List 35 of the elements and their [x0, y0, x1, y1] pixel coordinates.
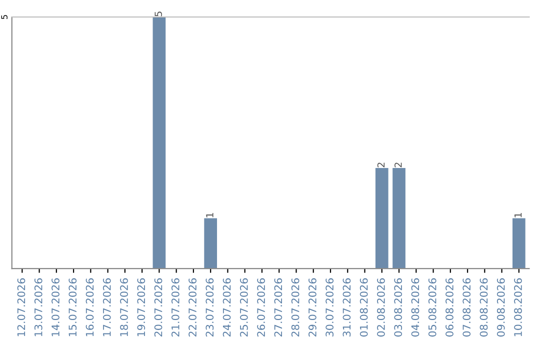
- x-tick-label: 24.07.2026: [222, 278, 231, 337]
- x-tick-label: 18.07.2026: [120, 278, 128, 336]
- data-label: 2: [377, 162, 385, 168]
- x-tick-label: 16.07.2026: [86, 278, 94, 336]
- x-tick-label: 31.07.2026: [342, 278, 351, 336]
- x-tick-label: 12.07.2026: [17, 278, 26, 336]
- data-label: 5: [154, 12, 162, 16]
- x-tick-label: 28.07.2026: [291, 278, 300, 337]
- x-tick-label: 19.07.2026: [137, 278, 146, 336]
- x-tick-label: 10.08.2026: [514, 278, 522, 336]
- x-tick-label: 27.07.2026: [274, 278, 282, 337]
- x-tick-label: 21.07.2026: [171, 278, 180, 337]
- x-tick-label: 22.07.2026: [188, 278, 196, 337]
- x-tick-label: 01.08.2026: [360, 278, 368, 337]
- x-tick-label: 17.07.2026: [102, 278, 111, 336]
- data-label: 2: [394, 162, 402, 168]
- x-tick-label: 02.08.2026: [377, 278, 385, 337]
- x-tick-label: 13.07.2026: [34, 278, 42, 336]
- data-label: 1: [206, 212, 214, 218]
- x-tick-label: 05.08.2026: [428, 278, 436, 337]
- x-tick-label: 15.07.2026: [68, 278, 77, 336]
- x-tick-label: 20.07.2026: [154, 278, 162, 337]
- x-tick-label: 09.08.2026: [496, 278, 505, 337]
- x-tick-label: 08.08.2026: [480, 278, 488, 337]
- x-tick-label: 23.07.2026: [206, 278, 214, 337]
- x-tick-label: 30.07.2026: [326, 278, 334, 336]
- x-tick-label: 26.07.2026: [257, 278, 265, 337]
- data-label: 1: [514, 212, 522, 218]
- x-tick-label: 06.08.2026: [446, 278, 454, 337]
- x-tick-label: 29.07.2026: [308, 278, 316, 337]
- x-tick-label: 03.08.2026: [394, 278, 402, 337]
- x-tick-label: 04.08.2026: [411, 278, 420, 337]
- x-tick-label: 25.07.2026: [240, 278, 248, 337]
- x-tick-label: 14.07.2026: [52, 278, 60, 336]
- x-tick-label: 07.08.2026: [462, 278, 471, 337]
